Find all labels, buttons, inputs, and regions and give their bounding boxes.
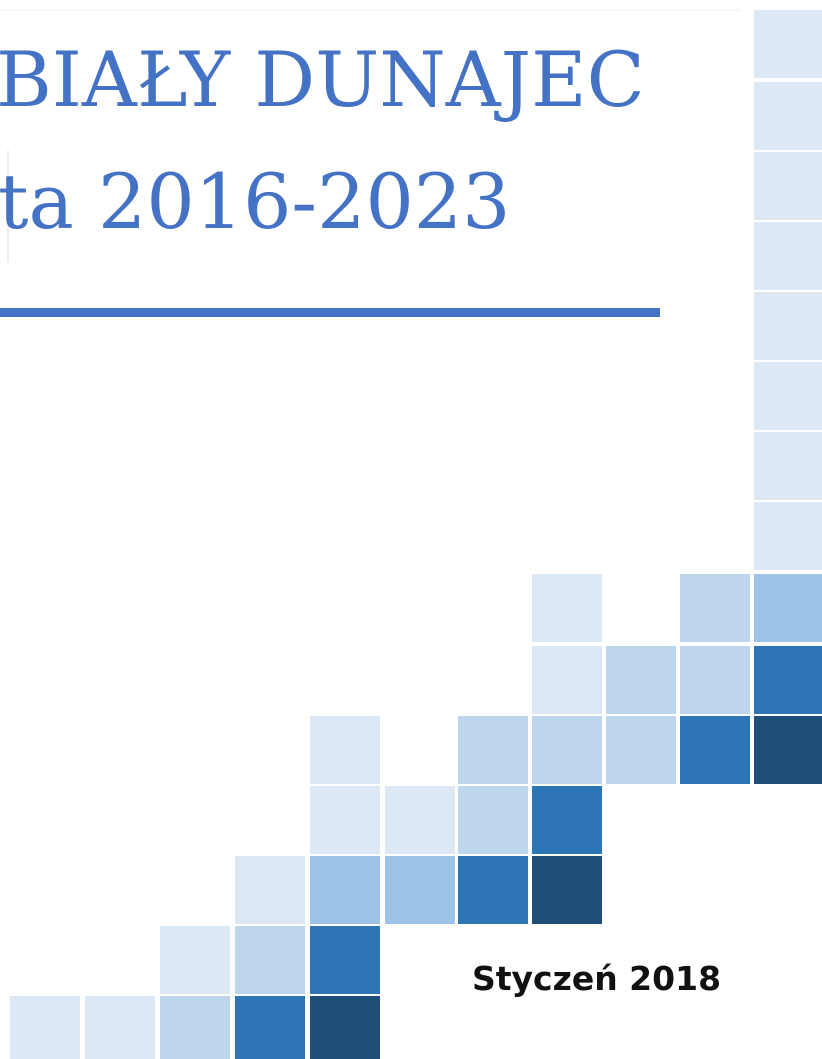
square (606, 646, 676, 714)
square (680, 646, 750, 714)
square (310, 716, 380, 784)
square (532, 574, 602, 642)
square (385, 856, 455, 924)
square (385, 786, 455, 854)
square (310, 856, 380, 924)
title-line-2: ta 2016-2023 (0, 157, 511, 246)
square (680, 574, 750, 642)
square (235, 856, 305, 924)
square (532, 646, 602, 714)
square (310, 926, 380, 994)
square (754, 362, 822, 430)
date: Styczeń 2018 (472, 959, 721, 998)
square (310, 786, 380, 854)
square (754, 152, 822, 220)
square (754, 502, 822, 570)
square (754, 222, 822, 290)
square (160, 996, 230, 1059)
square (235, 996, 305, 1059)
square (754, 10, 822, 78)
square (458, 786, 528, 854)
square (754, 292, 822, 360)
title-line-1: BIAŁY DUNAJEC (0, 35, 645, 124)
square (754, 432, 822, 500)
square (680, 716, 750, 784)
square (458, 716, 528, 784)
square (532, 786, 602, 854)
square (160, 926, 230, 994)
square (754, 716, 822, 784)
square (85, 996, 155, 1059)
square (235, 926, 305, 994)
square (754, 82, 822, 150)
square (754, 646, 822, 714)
square (532, 856, 602, 924)
square (458, 856, 528, 924)
square (10, 996, 80, 1059)
square (754, 574, 822, 642)
title-underline (0, 308, 660, 317)
square (532, 716, 602, 784)
square (606, 716, 676, 784)
decoration-squares (10, 10, 822, 1059)
square (310, 996, 380, 1059)
